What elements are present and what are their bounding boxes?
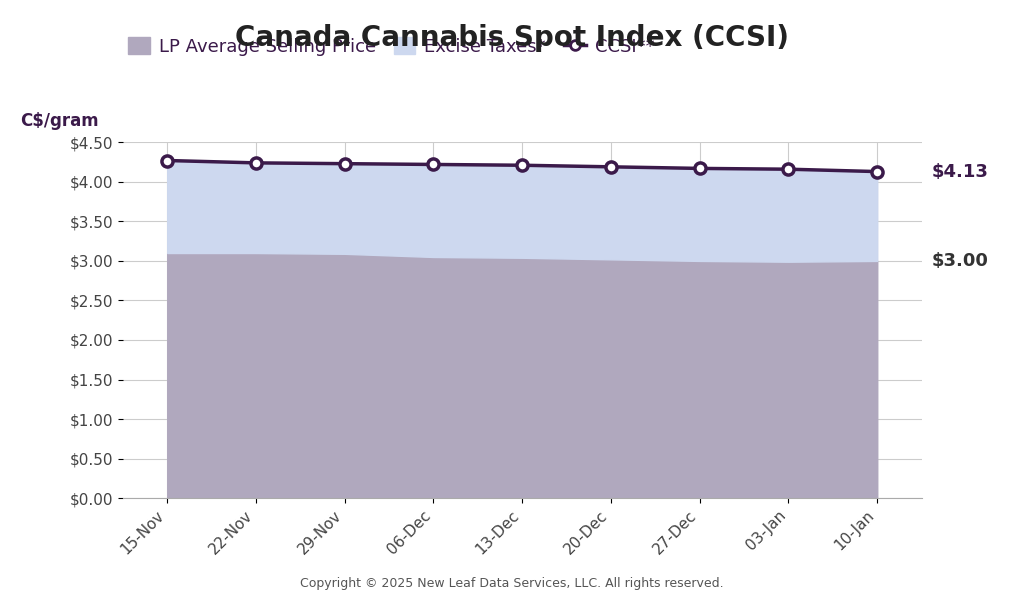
Text: C$/gram: C$/gram: [20, 113, 99, 130]
Legend: LP Average Selling Price, Excise Taxes*, CCSI**: LP Average Selling Price, Excise Taxes*,…: [128, 37, 654, 56]
Text: $4.13: $4.13: [931, 162, 988, 181]
Text: Copyright © 2025 New Leaf Data Services, LLC. All rights reserved.: Copyright © 2025 New Leaf Data Services,…: [300, 577, 724, 590]
Text: Canada Cannabis Spot Index (CCSI): Canada Cannabis Spot Index (CCSI): [234, 24, 790, 52]
Text: $3.00: $3.00: [931, 252, 988, 270]
